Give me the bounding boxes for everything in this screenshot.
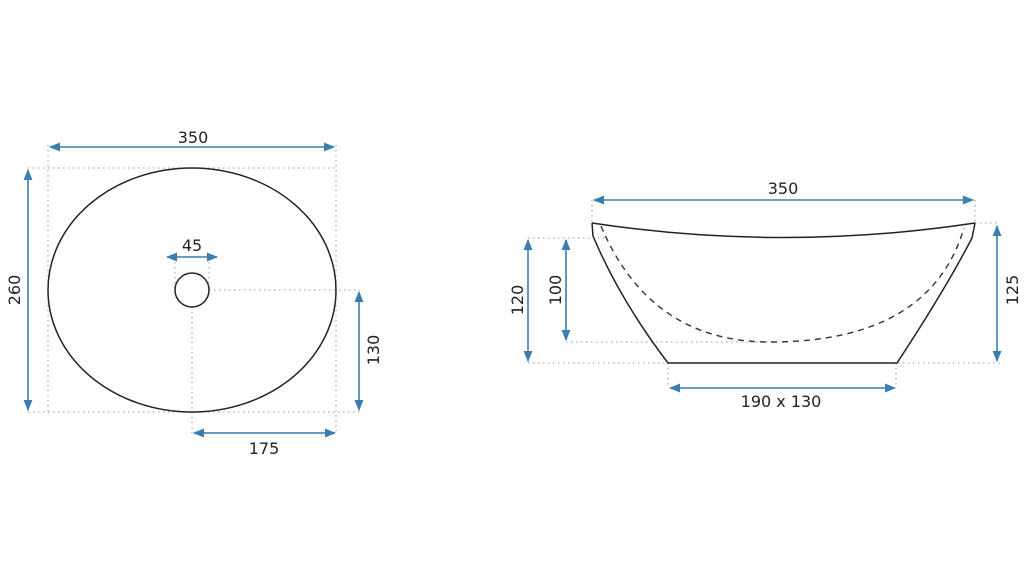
width-label: 350 [178, 128, 209, 147]
rim-edge [591, 222, 976, 239]
height-label: 260 [5, 275, 24, 306]
side-view: 350 120 100 125 190 x 130 [508, 179, 1022, 411]
inner-bowl-hidden-line [600, 225, 965, 343]
basin-outline-side [591, 222, 976, 364]
rim-height-label: 125 [1003, 275, 1022, 306]
outer-height-label: 120 [508, 285, 527, 316]
inner-depth-label: 100 [546, 275, 565, 306]
basin-outline-top [47, 167, 337, 413]
base-label: 190 x 130 [741, 392, 822, 411]
half-height-label: 130 [364, 335, 383, 366]
drain-label: 45 [182, 236, 202, 255]
top-view: 350 260 45 130 175 [5, 128, 383, 458]
half-width-label: 175 [249, 439, 280, 458]
side-width-label: 350 [768, 179, 799, 198]
drain-hole [174, 272, 210, 308]
extension-lines [28, 145, 360, 434]
extension-lines [528, 200, 1000, 388]
